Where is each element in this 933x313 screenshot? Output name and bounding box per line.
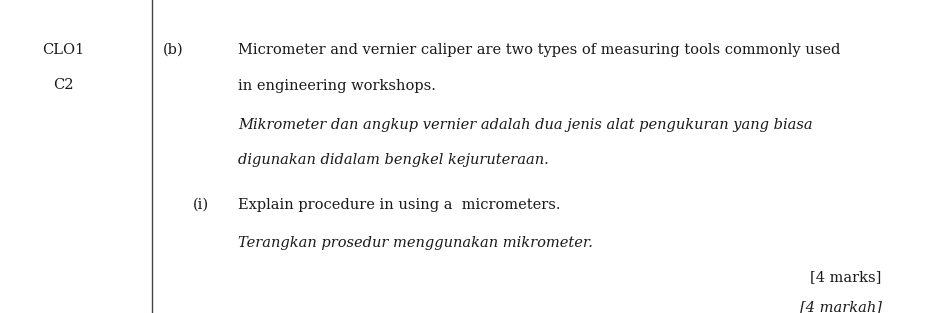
Text: Mikrometer dan angkup vernier adalah dua jenis alat pengukuran yang biasa: Mikrometer dan angkup vernier adalah dua… [238,118,813,132]
Text: Explain procedure in using a  micrometers.: Explain procedure in using a micrometers… [238,198,561,212]
Text: (i): (i) [193,198,209,212]
Text: digunakan didalam bengkel kejuruteraan.: digunakan didalam bengkel kejuruteraan. [238,153,549,167]
Text: Micrometer and vernier caliper are two types of measuring tools commonly used: Micrometer and vernier caliper are two t… [238,43,841,57]
Text: CLO1: CLO1 [42,43,85,57]
Text: C2: C2 [53,78,74,91]
Text: in engineering workshops.: in engineering workshops. [238,79,436,93]
Text: [4 marks]: [4 marks] [810,270,882,284]
Text: (b): (b) [163,43,184,57]
Text: [4 markah]: [4 markah] [800,300,882,313]
Text: Terangkan prosedur menggunakan mikrometer.: Terangkan prosedur menggunakan mikromete… [238,236,592,249]
